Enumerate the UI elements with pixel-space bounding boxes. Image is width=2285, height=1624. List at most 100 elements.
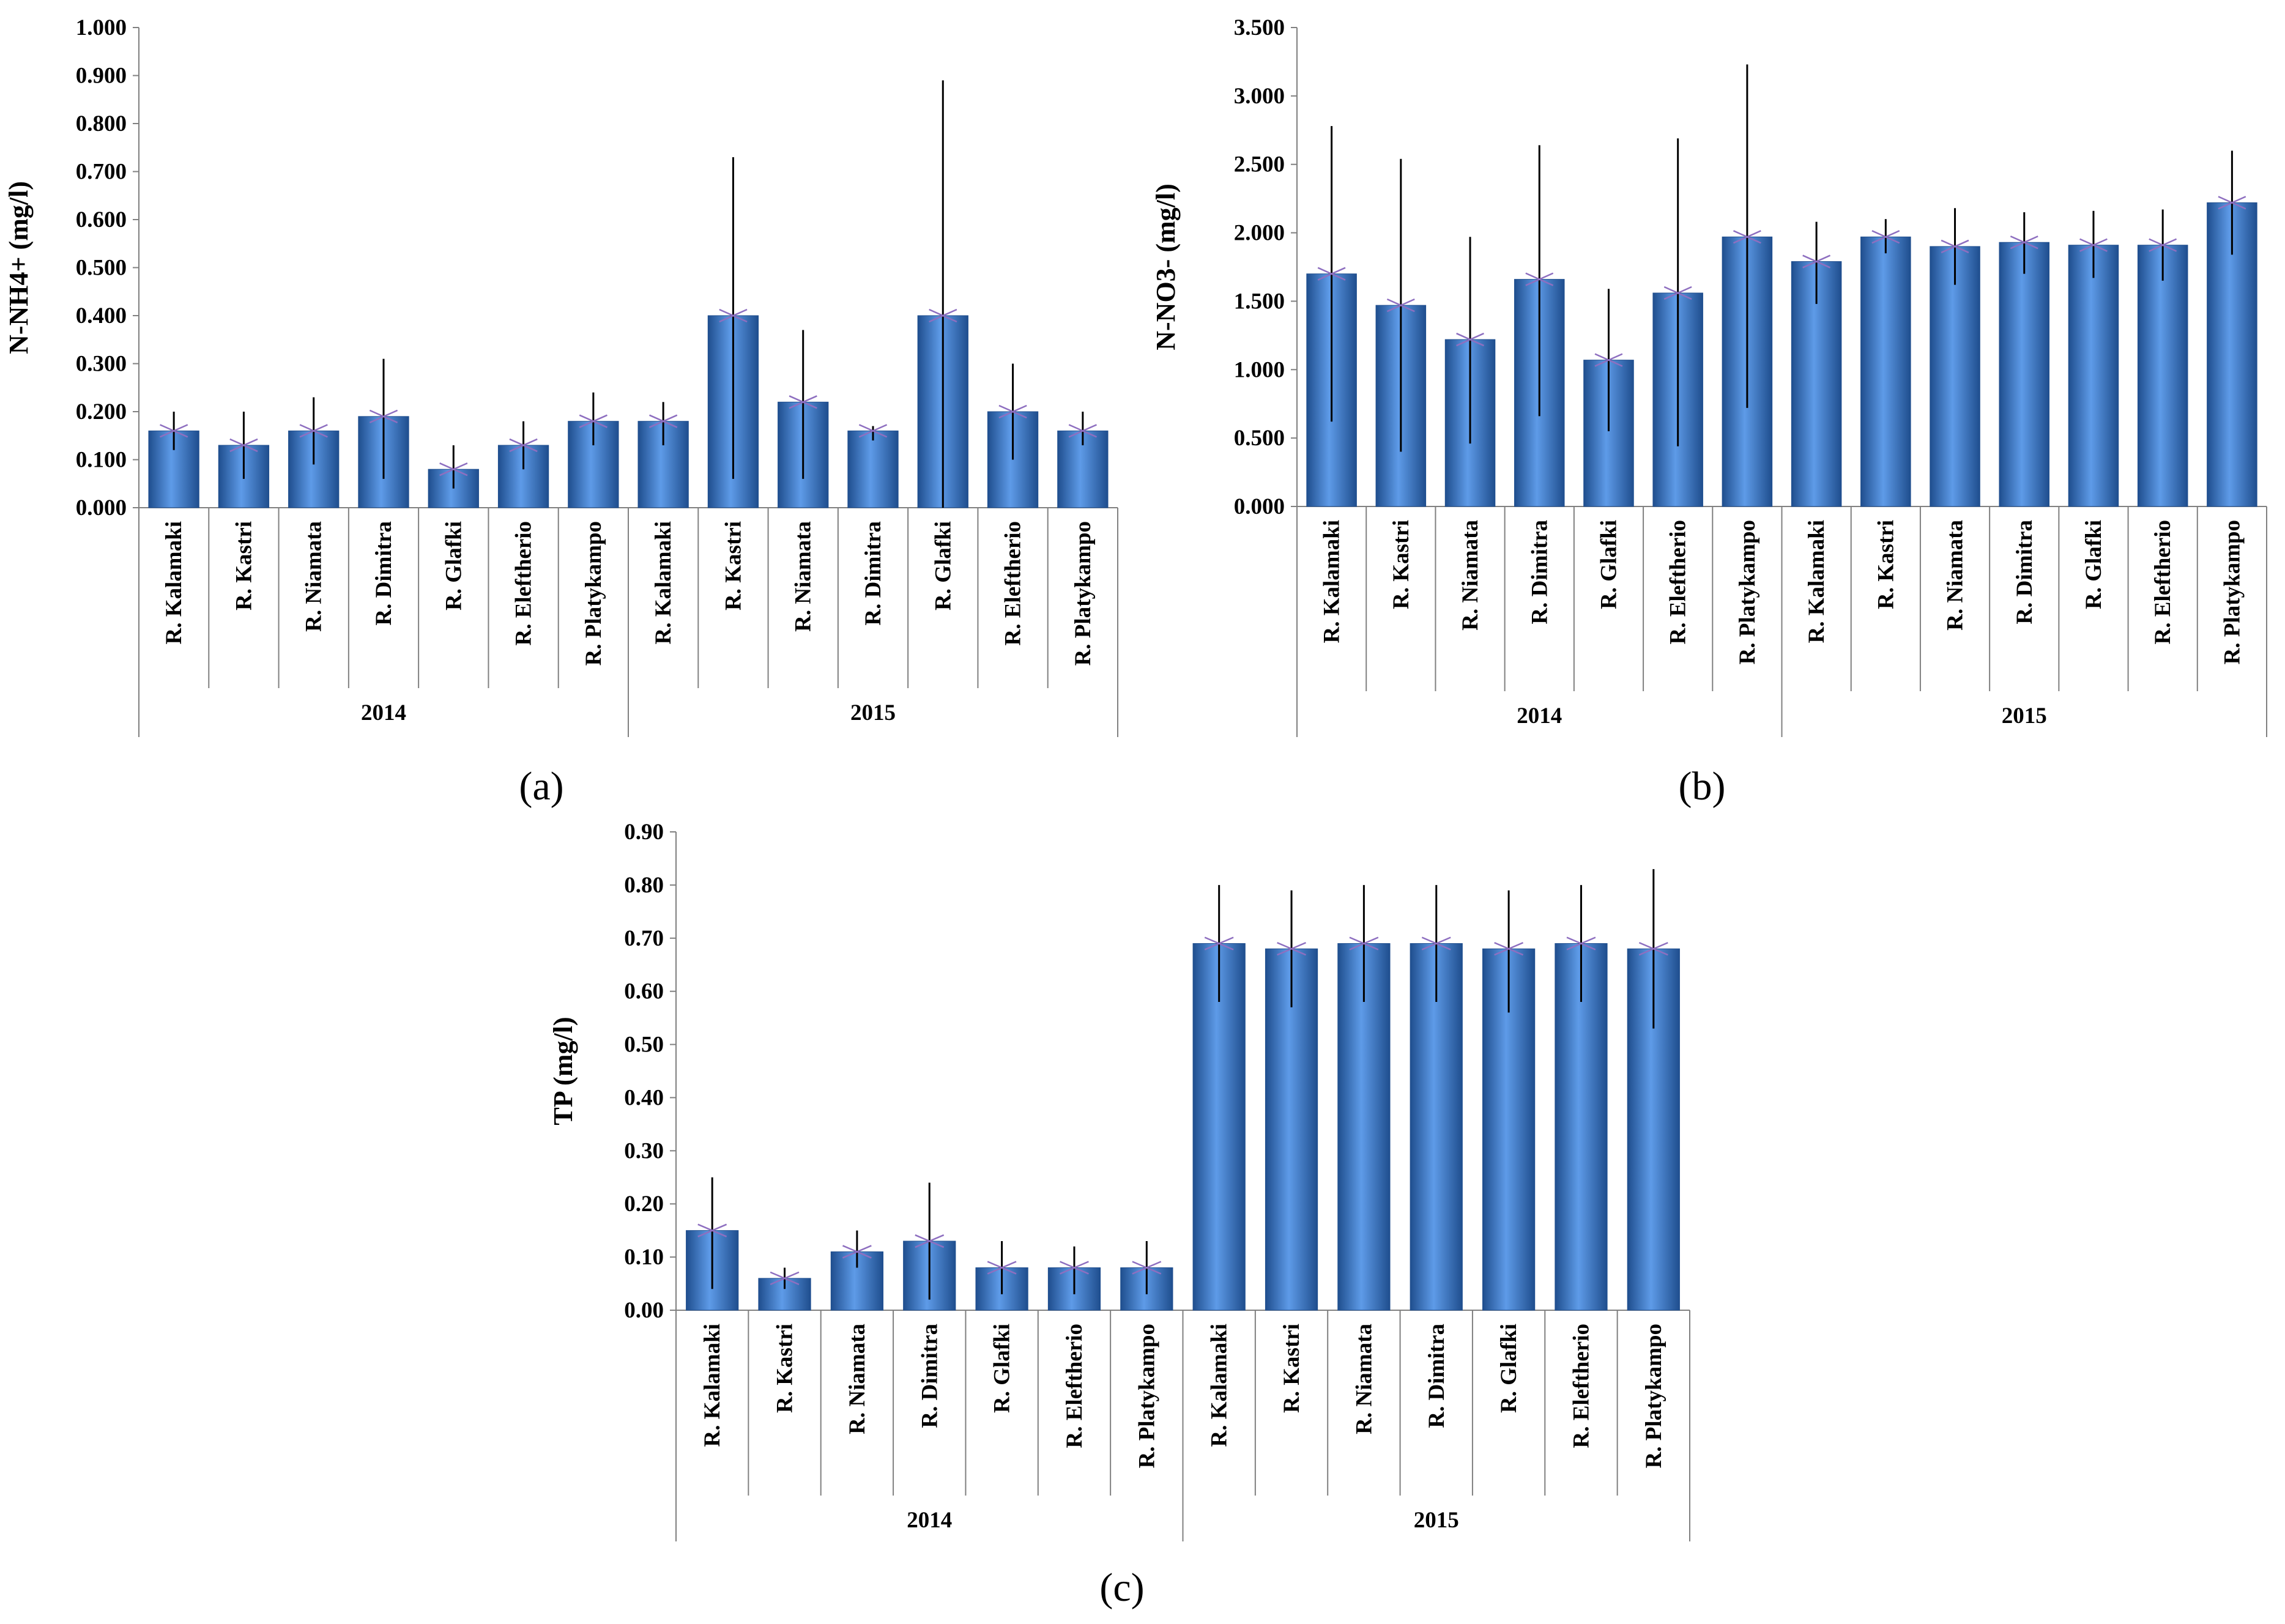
bar-marker-b: [1317, 267, 1346, 281]
y-axis-label-a: N-NH4+ (mg/l): [4, 181, 34, 354]
bar-marker-a: [509, 438, 538, 453]
category-label-b: R. Kalamaki: [1320, 520, 1345, 643]
bar-marker-c: [1349, 936, 1379, 951]
category-label-b: R. Platykampo: [2220, 520, 2245, 664]
bar-marker-b: [2010, 235, 2038, 250]
y-tick-label-a: 0.900: [76, 64, 127, 89]
category-label-b: R. Niamata: [1943, 520, 1968, 631]
group-label-c: 2014: [907, 1508, 952, 1533]
bar-marker-a: [160, 424, 188, 438]
y-tick-label-b: 0.500: [1234, 426, 1285, 451]
group-label-b: 2014: [1517, 703, 1562, 729]
category-label-a: R. Niamata: [302, 521, 327, 632]
y-tick-label-c: 0.00: [624, 1298, 664, 1323]
category-label-b: R. Kalamaki: [1804, 520, 1829, 643]
bar-marker-a: [229, 438, 258, 453]
bar-marker-c: [1494, 942, 1524, 956]
y-tick-label-b: 3.500: [1234, 15, 1285, 40]
bar-marker-c: [1638, 942, 1668, 956]
group-label-b: 2015: [2002, 703, 2047, 729]
y-tick-label-c: 0.60: [624, 979, 664, 1004]
category-label-b: R. Dimitra: [1527, 520, 1552, 625]
y-tick-label-b: 1.500: [1234, 289, 1285, 314]
chart-b-no3: 0.000 0.500 1.000 1.500 2.000 2.500 3.000 3.500…: [1151, 15, 2267, 737]
bar-marker-a: [369, 409, 398, 423]
bar-marker-c: [1204, 936, 1234, 951]
group-label-a: 2014: [361, 700, 406, 725]
bar-marker-b: [1941, 239, 1969, 254]
y-tick-label-c: 0.30: [624, 1138, 664, 1163]
category-label-c: R. Kastri: [773, 1324, 798, 1413]
bar-marker-b: [1802, 254, 1831, 269]
category-label-b: R. Glafki: [2081, 520, 2106, 609]
category-label-b: R. Kastri: [1389, 520, 1414, 609]
category-label-c: R. Glafki: [990, 1324, 1015, 1413]
y-tick-label-b: 3.000: [1234, 84, 1285, 109]
bar-marker-b: [1663, 286, 1692, 300]
bar-marker-a: [299, 424, 328, 438]
category-label-a: R. Kalamaki: [162, 521, 187, 644]
bar-marker-b: [1594, 353, 1623, 367]
y-tick-label-c: 0.10: [624, 1245, 664, 1270]
bar-c: [1555, 943, 1608, 1311]
category-label-c: R. Platykampo: [1641, 1324, 1666, 1468]
bar-marker-b: [1456, 332, 1484, 347]
category-label-b: R. Platykampo: [1735, 520, 1760, 664]
category-label-c: R. Kastri: [1279, 1324, 1304, 1413]
category-label-a: R. Glafki: [441, 521, 466, 610]
y-tick-label-a: 0.300: [76, 352, 127, 377]
bar-marker-c: [697, 1223, 727, 1237]
category-label-a: R. Kastri: [721, 521, 746, 610]
category-label-a: R. Platykampo: [1071, 521, 1096, 666]
bar-marker-b: [1733, 230, 1761, 244]
category-label-c: R. Eleftherio: [1569, 1324, 1594, 1448]
y-tick-label-a: 0.800: [76, 111, 127, 136]
bar-marker-a: [858, 424, 888, 438]
category-label-c: R. Dimitra: [917, 1324, 942, 1428]
bar-marker-c: [842, 1245, 872, 1259]
bar-marker-b: [1386, 298, 1415, 313]
chart-a-nh4: 0.000 0.100 0.200 0.300 0.400 0.500 0.600 0.700…: [4, 15, 1118, 737]
panel-label-b: (b): [1679, 764, 1726, 809]
bar-c: [1410, 943, 1463, 1311]
y-axis-label-c: TP (mg/l): [548, 1017, 578, 1125]
category-label-a: R. Eleftherio: [511, 521, 537, 645]
y-tick-label-c: 0.20: [624, 1192, 664, 1217]
bar-b: [2068, 245, 2119, 507]
y-tick-label-b: 1.000: [1234, 357, 1285, 382]
category-label-b: R. Dimitra: [2012, 520, 2037, 625]
bar-b: [2137, 245, 2188, 507]
category-label-c: R. Platykampo: [1134, 1324, 1159, 1468]
category-label-c: R. Niamata: [1351, 1324, 1377, 1434]
bar-a: [847, 430, 899, 508]
y-axis-label-b: N-NO3- (mg/l): [1151, 184, 1181, 350]
category-label-c: R. Kalamaki: [1207, 1324, 1232, 1447]
bar-marker-c: [915, 1234, 945, 1248]
y-tick-label-a: 0.400: [76, 303, 127, 328]
y-tick-label-c: 0.50: [624, 1033, 664, 1058]
bar-marker-c: [1277, 942, 1306, 956]
panel-label-c: (c): [1099, 1565, 1144, 1610]
bar-marker-a: [929, 308, 957, 323]
bar-marker-a: [439, 462, 468, 476]
y-tick-label-a: 0.000: [76, 495, 127, 521]
bar-c: [1192, 943, 1246, 1311]
category-label-a: R. Glafki: [931, 521, 956, 610]
bar-marker-b: [1525, 272, 1554, 286]
bar-marker-a: [579, 414, 607, 428]
y-tick-label-a: 0.600: [76, 207, 127, 232]
category-label-a: R. Kalamaki: [651, 521, 676, 644]
bar-c: [1265, 948, 1318, 1311]
category-label-c: R. Dimitra: [1424, 1324, 1449, 1428]
category-label-a: R. Dimitra: [371, 521, 396, 626]
bar-marker-c: [987, 1261, 1017, 1275]
bar-marker-b: [2149, 238, 2177, 252]
group-label-a: 2015: [850, 700, 896, 725]
category-label-b: R. Niamata: [1458, 520, 1483, 631]
bar-marker-c: [770, 1271, 800, 1286]
category-label-b: R. Eleftherio: [2150, 520, 2175, 644]
bar-marker-c: [1060, 1261, 1089, 1275]
y-tick-label-b: 0.000: [1234, 494, 1285, 519]
y-tick-label-b: 2.500: [1234, 152, 1285, 177]
